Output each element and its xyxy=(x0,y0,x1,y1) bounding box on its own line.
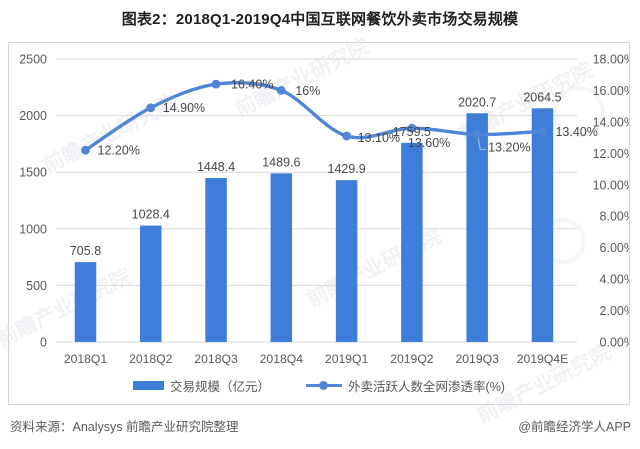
right-axis-tick: 6.00% xyxy=(600,241,629,255)
bar-value-label: 1028.4 xyxy=(132,208,170,222)
left-axis-tick: 0 xyxy=(40,336,47,350)
bar-2019Q2 xyxy=(401,142,423,342)
bar-series-swatch-icon xyxy=(133,380,165,390)
line-value-label: 13.20% xyxy=(488,140,530,154)
penetration-line xyxy=(83,80,545,152)
left-axis-tick: 2500 xyxy=(19,53,47,67)
x-axis-label: 2018Q1 xyxy=(64,352,108,366)
bar-value-label: 705.8 xyxy=(70,244,101,258)
line-marker-2019Q2 xyxy=(407,123,417,133)
legend-item-bar: 交易规模（亿元） xyxy=(133,376,270,395)
chart-plot: 0 500 1000 1500 2000 2500 0.00% 2.00% 4.00% 6.00%… xyxy=(19,53,629,367)
bar-value-label: 1448.4 xyxy=(197,160,235,174)
line-value-label: 14.90% xyxy=(163,101,205,115)
line-marker-2018Q4 xyxy=(276,86,286,95)
line-value-label: 16% xyxy=(295,84,320,98)
legend-item-line: 外卖活跃人数全网渗透率(%) xyxy=(306,376,505,395)
credit-note: @前瞻经济学人APP xyxy=(518,420,631,434)
legend-bar-label: 交易规模（亿元） xyxy=(170,379,271,394)
line-value-label: 12.20% xyxy=(98,144,140,158)
legend-line-label: 外卖活跃人数全网渗透率(%) xyxy=(348,379,505,394)
right-axis-tick: 12.00% xyxy=(593,147,629,161)
line-value-label: 13.60% xyxy=(408,136,450,150)
bar-2018Q4 xyxy=(270,173,293,342)
line-marker-2018Q1 xyxy=(81,145,90,155)
line-marker-2018Q2 xyxy=(146,103,156,113)
right-axis-tick: 2.00% xyxy=(600,304,629,318)
bar-2018Q2 xyxy=(140,225,162,342)
bar-value-label: 1759.5 xyxy=(393,125,431,139)
bar-value-label: 2020.7 xyxy=(458,95,496,109)
left-axis-tick: 1000 xyxy=(19,222,47,236)
x-axis-label: 2018Q4 xyxy=(260,352,304,366)
chart-legend: 交易规模（亿元） 外卖活跃人数全网渗透率(%) xyxy=(9,374,629,396)
right-axis-tick: 16.00% xyxy=(593,84,629,98)
label-leader-line xyxy=(477,137,487,151)
right-axis-tick: 14.00% xyxy=(593,115,629,129)
chart-panel: 0 500 1000 1500 2000 2500 0.00% 2.00% 4.00% 6.00%… xyxy=(8,42,630,405)
line-series-swatch-icon xyxy=(306,380,343,390)
line-marker-2019Q1 xyxy=(342,131,352,141)
right-axis-tick: 8.00% xyxy=(600,210,629,224)
right-axis-tick: 4.00% xyxy=(600,273,629,287)
bar-2019Q1 xyxy=(335,180,358,342)
line-marker-2019Q3 xyxy=(472,130,482,139)
line-marker-2019Q4E xyxy=(538,126,547,136)
line-value-label: 16.40% xyxy=(231,78,273,92)
bar-value-label: 1489.6 xyxy=(262,155,300,169)
bar-2018Q1 xyxy=(74,262,97,342)
x-axis-label: 2018Q3 xyxy=(194,352,238,366)
x-axis-label: 2019Q4E xyxy=(517,352,569,366)
x-axis-label: 2019Q2 xyxy=(390,352,434,366)
line-marker-2018Q3 xyxy=(211,79,221,89)
x-axis-label: 2019Q1 xyxy=(325,352,369,366)
source-note: 资料来源：Analysys 前瞻产业研究院整理 xyxy=(10,420,239,434)
x-axis-label: 2018Q2 xyxy=(129,352,173,366)
bar-value-label: 1429.9 xyxy=(328,162,366,176)
right-axis-tick: 18.00% xyxy=(593,53,629,67)
line-value-label: 13.40% xyxy=(555,125,597,139)
x-axis-label: 2019Q3 xyxy=(455,352,499,366)
bar-2018Q3 xyxy=(205,178,227,342)
bar-2019Q4E xyxy=(531,108,554,342)
left-axis-tick: 2000 xyxy=(19,109,47,123)
left-axis-tick: 500 xyxy=(26,279,47,293)
right-axis-tick: 0.00% xyxy=(600,336,629,350)
left-axis-tick: 1500 xyxy=(19,166,47,180)
chart-title: 图表2：2018Q1-2019Q4中国互联网餐饮外卖市场交易规模 xyxy=(121,11,519,28)
bar-2019Q3 xyxy=(466,113,488,342)
right-axis-tick: 10.00% xyxy=(593,178,629,192)
bar-value-label: 2064.5 xyxy=(523,90,561,104)
line-value-label: 13.10% xyxy=(358,131,400,145)
